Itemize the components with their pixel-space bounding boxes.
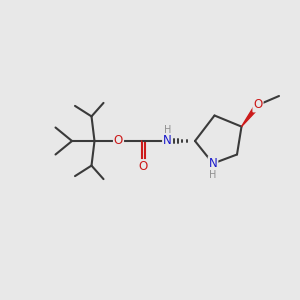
Polygon shape [242, 103, 260, 127]
Text: N: N [208, 157, 217, 170]
Text: H: H [209, 170, 216, 180]
Text: H: H [164, 124, 171, 135]
Text: O: O [254, 98, 262, 112]
Text: O: O [139, 160, 148, 173]
Text: N: N [163, 134, 172, 148]
Text: O: O [114, 134, 123, 148]
